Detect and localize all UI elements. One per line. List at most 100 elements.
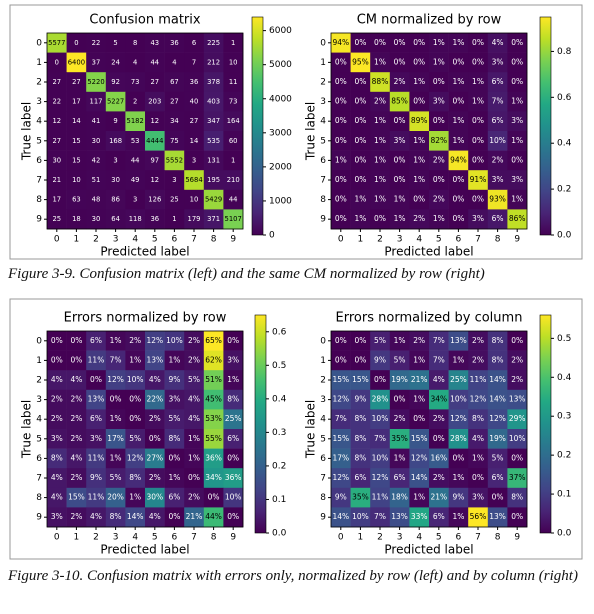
- heatmap-cell: [389, 111, 410, 132]
- heatmap-cell: [448, 429, 469, 449]
- heatmap-cell: [184, 370, 205, 391]
- heatmap-cell: [487, 448, 508, 469]
- heatmap-cell: [468, 487, 489, 508]
- cell-label: 3: [133, 196, 137, 204]
- heatmap-cell: [507, 409, 528, 430]
- cell-label: 2%: [433, 473, 445, 482]
- heatmap-cell: [389, 209, 410, 230]
- cell-label: 53: [131, 137, 140, 145]
- heatmap-cell: [203, 150, 224, 171]
- heatmap-cell: [223, 72, 244, 93]
- cell-label: 12%: [470, 395, 487, 404]
- heatmap-cell: [370, 350, 391, 371]
- cell-label: 1%: [413, 155, 425, 164]
- heatmap-cell: [164, 507, 185, 528]
- heatmap-cell: [468, 429, 489, 449]
- cell-label: 0%: [354, 38, 366, 47]
- x-tick-label: 9: [230, 235, 236, 245]
- cell-label: 0%: [227, 453, 239, 462]
- cell-label: 9%: [168, 375, 180, 384]
- heatmap-cell: [350, 389, 371, 410]
- x-tick-label: 1: [358, 533, 364, 543]
- heatmap-cell: [184, 131, 205, 151]
- cell-label: 6%: [354, 473, 366, 482]
- heatmap-cell: [448, 468, 469, 489]
- cell-label: 347: [207, 117, 220, 125]
- cell-label: 4%: [433, 375, 445, 384]
- cell-label: 44%: [205, 512, 222, 521]
- cell-label: 2%: [511, 355, 523, 364]
- cell-label: 0%: [335, 175, 347, 184]
- heatmap-cell: [145, 487, 165, 508]
- colorbar-tick-label: 0.0: [557, 529, 572, 539]
- heatmap-cell: [370, 52, 391, 73]
- y-tick-label: 3: [320, 97, 326, 107]
- cell-label: 0%: [188, 473, 200, 482]
- cell-label: 1%: [110, 336, 122, 345]
- cell-label: 82%: [430, 136, 447, 145]
- x-axis-label: Predicted label: [384, 543, 473, 557]
- heatmap-cell: [350, 131, 371, 151]
- x-tick-label: 5: [152, 235, 158, 245]
- cell-label: 1%: [433, 57, 445, 66]
- cell-label: 19%: [489, 434, 506, 443]
- cell-label: 0%: [335, 214, 347, 223]
- heatmap-cell: [389, 370, 410, 391]
- cell-label: 4%: [472, 434, 484, 443]
- y-tick-label: 7: [36, 176, 42, 186]
- heatmap-cell: [448, 389, 469, 410]
- y-tick-label: 5: [320, 434, 326, 444]
- y-tick-label: 1: [320, 58, 326, 68]
- cell-label: 1%: [413, 355, 425, 364]
- heatmap-cell: [468, 189, 489, 210]
- heatmap-cell: [47, 111, 67, 132]
- cell-label: 17%: [332, 453, 349, 462]
- heatmap-cell: [86, 331, 107, 351]
- heatmap-cell: [468, 507, 489, 528]
- cell-label: 5%: [374, 336, 386, 345]
- cell-label: 0%: [354, 77, 366, 86]
- cell-label: 2%: [70, 395, 82, 404]
- heatmap-cell: [66, 189, 87, 210]
- cell-label: 118: [129, 215, 142, 223]
- heatmap-cell: [223, 507, 244, 528]
- cell-label: 1%: [452, 116, 464, 125]
- cell-label: 92: [111, 78, 120, 86]
- colorbar-tick-label: 4000: [269, 94, 292, 104]
- heatmap-cell: [66, 111, 87, 132]
- cell-label: 0%: [335, 57, 347, 66]
- cell-label: 1%: [472, 77, 484, 86]
- cell-label: 4%: [188, 395, 200, 404]
- cell-label: 94%: [332, 38, 349, 47]
- heatmap-cell: [331, 429, 351, 449]
- cell-label: 30: [111, 176, 120, 184]
- heatmap-cell: [47, 170, 67, 191]
- heatmap-cell: [429, 170, 449, 191]
- cell-label: 5%: [129, 434, 141, 443]
- cell-label: 12%: [411, 453, 428, 462]
- heatmap-cell: [203, 91, 224, 112]
- cell-label: 0%: [354, 355, 366, 364]
- heatmap-cell: [507, 487, 528, 508]
- cell-label: 2%: [51, 395, 63, 404]
- heatmap-cell: [223, 209, 244, 230]
- cell-label: 0%: [472, 473, 484, 482]
- heatmap-cell: [184, 170, 205, 191]
- x-tick-label: 7: [475, 235, 481, 245]
- cell-label: 0%: [413, 57, 425, 66]
- cell-label: 10%: [372, 414, 389, 423]
- cell-label: 1%: [472, 97, 484, 106]
- heatmap-cell: [389, 91, 410, 112]
- heatmap-cell: [184, 33, 205, 53]
- cell-label: 1%: [511, 97, 523, 106]
- heatmap-cell: [125, 487, 146, 508]
- cell-label: 75: [170, 137, 179, 145]
- cell-label: 1%: [374, 175, 386, 184]
- heatmap-cell: [350, 409, 371, 430]
- heatmap-cell: [468, 170, 489, 191]
- cell-label: 0%: [452, 175, 464, 184]
- heatmap-cell: [47, 487, 67, 508]
- heatmap-cell: [487, 507, 508, 528]
- cell-label: 30%: [146, 493, 163, 502]
- cell-label: 9%: [452, 493, 464, 502]
